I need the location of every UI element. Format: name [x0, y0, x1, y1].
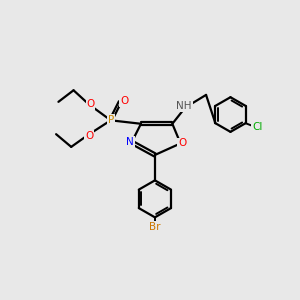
Text: O: O	[86, 99, 94, 109]
Text: O: O	[120, 96, 128, 106]
Text: Br: Br	[149, 222, 161, 232]
Text: O: O	[178, 138, 187, 148]
Text: N: N	[126, 137, 134, 147]
Text: NH: NH	[176, 101, 192, 111]
Text: Cl: Cl	[252, 122, 262, 132]
Text: P: P	[108, 115, 114, 125]
Text: O: O	[85, 131, 94, 141]
